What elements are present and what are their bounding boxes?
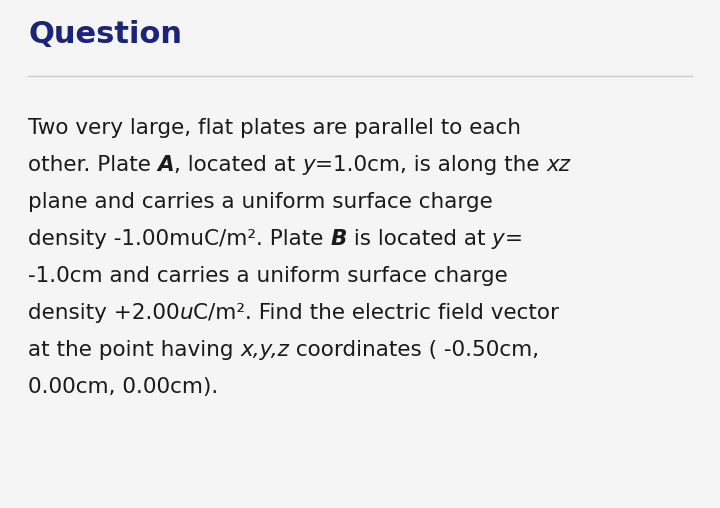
Text: y: y <box>492 229 505 249</box>
Text: =: = <box>505 229 523 249</box>
Text: plane and carries a uniform surface charge: plane and carries a uniform surface char… <box>28 192 492 212</box>
Text: Two very large, flat plates are parallel to each: Two very large, flat plates are parallel… <box>28 118 521 138</box>
Text: is located at: is located at <box>346 229 492 249</box>
Text: u: u <box>179 303 193 323</box>
Text: coordinates ( -0.50cm,: coordinates ( -0.50cm, <box>289 340 539 360</box>
Text: Question: Question <box>28 20 182 49</box>
Text: at the point having: at the point having <box>28 340 240 360</box>
Text: -1.0cm and carries a uniform surface charge: -1.0cm and carries a uniform surface cha… <box>28 266 508 286</box>
Text: x,y,z: x,y,z <box>240 340 289 360</box>
Text: =1.0cm, is along the: =1.0cm, is along the <box>315 155 546 175</box>
Text: A: A <box>158 155 174 175</box>
Text: 0.00cm, 0.00cm).: 0.00cm, 0.00cm). <box>28 377 218 397</box>
Text: C/m². Find the electric field vector: C/m². Find the electric field vector <box>193 303 559 323</box>
Text: , located at: , located at <box>174 155 302 175</box>
Text: other. Plate: other. Plate <box>28 155 158 175</box>
Text: density -1.00muC/m². Plate: density -1.00muC/m². Plate <box>28 229 330 249</box>
Text: y: y <box>302 155 315 175</box>
Text: density +2.00: density +2.00 <box>28 303 179 323</box>
Text: B: B <box>330 229 346 249</box>
Text: xz: xz <box>546 155 571 175</box>
